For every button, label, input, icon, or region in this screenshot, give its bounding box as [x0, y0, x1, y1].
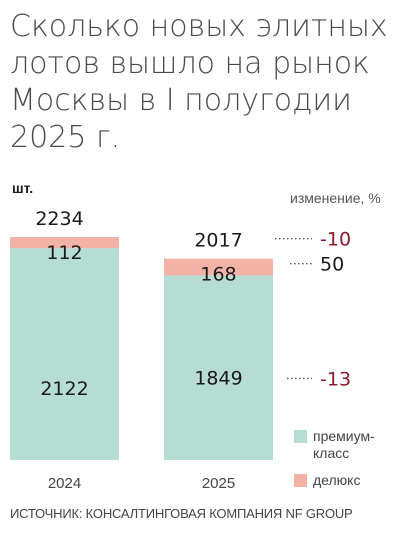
- legend-label-premium-line2: класс: [313, 445, 349, 461]
- bar-deluxe-2024: [10, 237, 119, 249]
- change-label-premium: -13: [320, 368, 351, 390]
- x-tick-label-2025: 2025: [202, 475, 235, 492]
- legend-label-deluxe: делюкс: [313, 472, 360, 488]
- unit-label: шт.: [12, 180, 34, 196]
- change-header: изменение, %: [290, 190, 381, 206]
- legend-label-premium-line1: премиум-: [313, 428, 375, 444]
- bar-premium-2024: [10, 248, 119, 460]
- bar-premium-2025: [164, 275, 273, 460]
- change-label-total: -10: [320, 229, 351, 251]
- legend-swatch-deluxe: [294, 474, 307, 487]
- data-label-premium-2025: 1849: [194, 367, 242, 389]
- data-label-deluxe-2025: 168: [200, 264, 236, 286]
- title-line-2: лотов вышло на рынок: [10, 46, 370, 81]
- legend-swatch-premium: [294, 430, 307, 443]
- title-line-1: Сколько новых элитных: [10, 9, 388, 44]
- bar-deluxe-2025: [164, 258, 273, 276]
- title-line-4: 2025 г.: [10, 120, 121, 155]
- title-line-3: Москвы в I полугодии: [10, 83, 352, 118]
- source-note: ИСТОЧНИК: КОНСАЛТИНГОВАЯ КОМПАНИЯ NF GRO…: [10, 506, 353, 521]
- data-label-premium-2024: 2122: [40, 378, 88, 400]
- change-label-deluxe: 50: [320, 254, 344, 276]
- x-tick-label-2024: 2024: [48, 475, 81, 492]
- data-label-deluxe-2024: 112: [46, 242, 82, 264]
- total-label-2024: 2234: [35, 208, 83, 230]
- total-label-2025: 2017: [194, 230, 242, 252]
- chart-title: Сколько новых элитных лотов вышло на рын…: [10, 8, 402, 156]
